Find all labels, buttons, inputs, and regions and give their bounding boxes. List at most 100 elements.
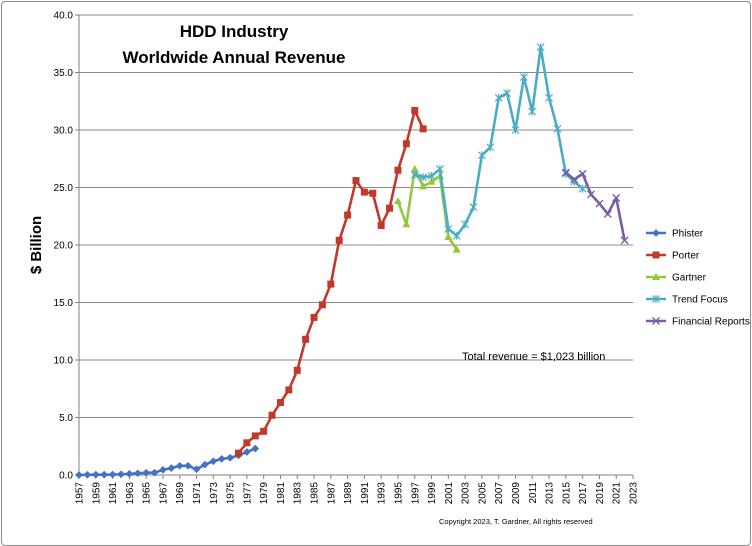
data-point-trend-focus xyxy=(461,220,470,229)
y-tick-label: 0.0 xyxy=(59,471,73,482)
data-point-phister xyxy=(226,453,235,462)
x-tick-label: 2007 xyxy=(494,482,505,505)
axes xyxy=(75,14,634,479)
series-financial-reports xyxy=(561,168,629,245)
data-point-trend-focus xyxy=(444,224,453,233)
x-tick-label: 2023 xyxy=(629,482,640,505)
y-tick-label: 30.0 xyxy=(54,126,74,137)
data-point-porter xyxy=(251,432,259,440)
legend-label-gartner: Gartner xyxy=(672,273,707,284)
data-point-porter xyxy=(310,313,318,321)
data-point-financial-reports xyxy=(612,193,621,202)
total-revenue-annotation: Total revenue = $1,023 billion xyxy=(462,351,605,363)
x-tick-label: 1999 xyxy=(427,482,438,505)
data-point-phister xyxy=(150,468,159,477)
legend-item-trend-focus: Trend Focus xyxy=(646,295,728,306)
data-point-financial-reports xyxy=(620,236,629,245)
series-group xyxy=(75,43,629,479)
data-point-porter xyxy=(344,211,352,219)
x-tick-label: 1993 xyxy=(377,482,388,505)
legend-marker-gartner xyxy=(652,272,660,280)
x-tick-label: 2001 xyxy=(444,482,455,505)
data-point-phister xyxy=(184,461,193,470)
x-tick-label: 1987 xyxy=(326,482,337,505)
x-tick-label: 1965 xyxy=(142,482,153,505)
data-point-porter xyxy=(335,236,343,244)
data-point-phister xyxy=(167,464,176,473)
legend-label-porter: Porter xyxy=(672,251,700,262)
legend-label-financial-reports: Financial Reports xyxy=(672,317,750,328)
x-tick-label: 2017 xyxy=(578,482,589,505)
legend-item-financial-reports: Financial Reports xyxy=(646,317,750,328)
x-tick-label: 1991 xyxy=(360,482,371,505)
data-point-gartner xyxy=(444,232,453,240)
data-point-phister xyxy=(251,444,260,453)
x-tick-label: 2009 xyxy=(511,482,522,505)
legend-item-gartner: Gartner xyxy=(646,273,707,284)
data-point-phister xyxy=(75,471,83,479)
y-tick-label: 5.0 xyxy=(59,413,73,424)
chart-subtitle: Worldwide Annual Revenue xyxy=(123,48,346,67)
data-point-phister xyxy=(192,465,201,474)
data-point-gartner xyxy=(427,177,436,185)
data-point-financial-reports xyxy=(578,169,587,178)
data-point-porter xyxy=(234,449,242,457)
series-line-phister xyxy=(78,447,256,477)
data-point-porter xyxy=(285,386,293,394)
data-point-porter xyxy=(268,411,276,419)
data-point-porter xyxy=(327,280,335,288)
x-tick-label: 1961 xyxy=(108,482,119,505)
legend: Phister Porter Gartner Trend Focus Financial… xyxy=(646,229,750,328)
data-point-trend-focus xyxy=(486,143,495,152)
data-point-porter xyxy=(402,140,410,148)
chart-title: HDD Industry xyxy=(180,22,289,41)
data-point-trend-focus xyxy=(519,73,528,82)
legend-item-phister: Phister xyxy=(646,229,704,240)
legend-label-phister: Phister xyxy=(672,229,704,240)
x-tick-label: 2005 xyxy=(477,482,488,505)
data-point-phister xyxy=(175,461,184,470)
series-porter xyxy=(234,106,427,457)
data-point-trend-focus xyxy=(528,107,537,116)
data-point-phister xyxy=(217,454,226,463)
data-point-phister xyxy=(108,470,117,479)
x-tick-label: 1963 xyxy=(125,482,136,505)
data-point-porter xyxy=(411,106,419,114)
x-tick-label: 2021 xyxy=(612,482,623,505)
x-tick-label: 1983 xyxy=(293,482,304,505)
data-point-gartner xyxy=(419,182,428,190)
y-tick-label: 10.0 xyxy=(54,356,74,367)
y-tick-label: 20.0 xyxy=(54,241,74,252)
data-point-financial-reports xyxy=(595,199,604,208)
x-tick-label: 1959 xyxy=(91,482,102,505)
x-tick-label: 2013 xyxy=(545,482,556,505)
data-point-phister xyxy=(91,470,100,479)
data-point-phister xyxy=(83,470,92,479)
legend-marker-financial-reports xyxy=(652,317,660,325)
data-point-financial-reports xyxy=(570,175,579,184)
x-tick-label: 1981 xyxy=(276,482,287,505)
data-point-porter xyxy=(377,221,385,229)
series-trend-focus xyxy=(410,43,587,240)
data-point-phister xyxy=(100,470,109,479)
data-point-phister xyxy=(142,468,151,477)
data-point-trend-focus xyxy=(436,165,444,174)
x-tick-label: 1977 xyxy=(242,482,253,505)
data-point-phister xyxy=(133,469,142,478)
data-point-porter xyxy=(293,366,301,374)
x-tick-label: 1973 xyxy=(209,482,220,505)
data-point-trend-focus xyxy=(503,89,512,98)
legend-marker-trend-focus xyxy=(652,295,660,303)
legend-marker-porter xyxy=(652,251,660,259)
data-point-gartner xyxy=(410,164,419,173)
x-tick-label: 1971 xyxy=(192,482,203,505)
data-point-porter xyxy=(302,335,310,343)
y-tick-label: 15.0 xyxy=(54,298,74,309)
x-tick-labels: 1957 1959 1961 1963 1965 1967 1969 1971 1973 1975… xyxy=(75,482,640,505)
data-point-porter xyxy=(260,427,268,435)
x-tick-label: 1979 xyxy=(259,482,270,505)
x-tick-label: 2011 xyxy=(528,482,539,504)
data-point-trend-focus xyxy=(511,126,520,134)
data-point-phister xyxy=(158,465,167,474)
